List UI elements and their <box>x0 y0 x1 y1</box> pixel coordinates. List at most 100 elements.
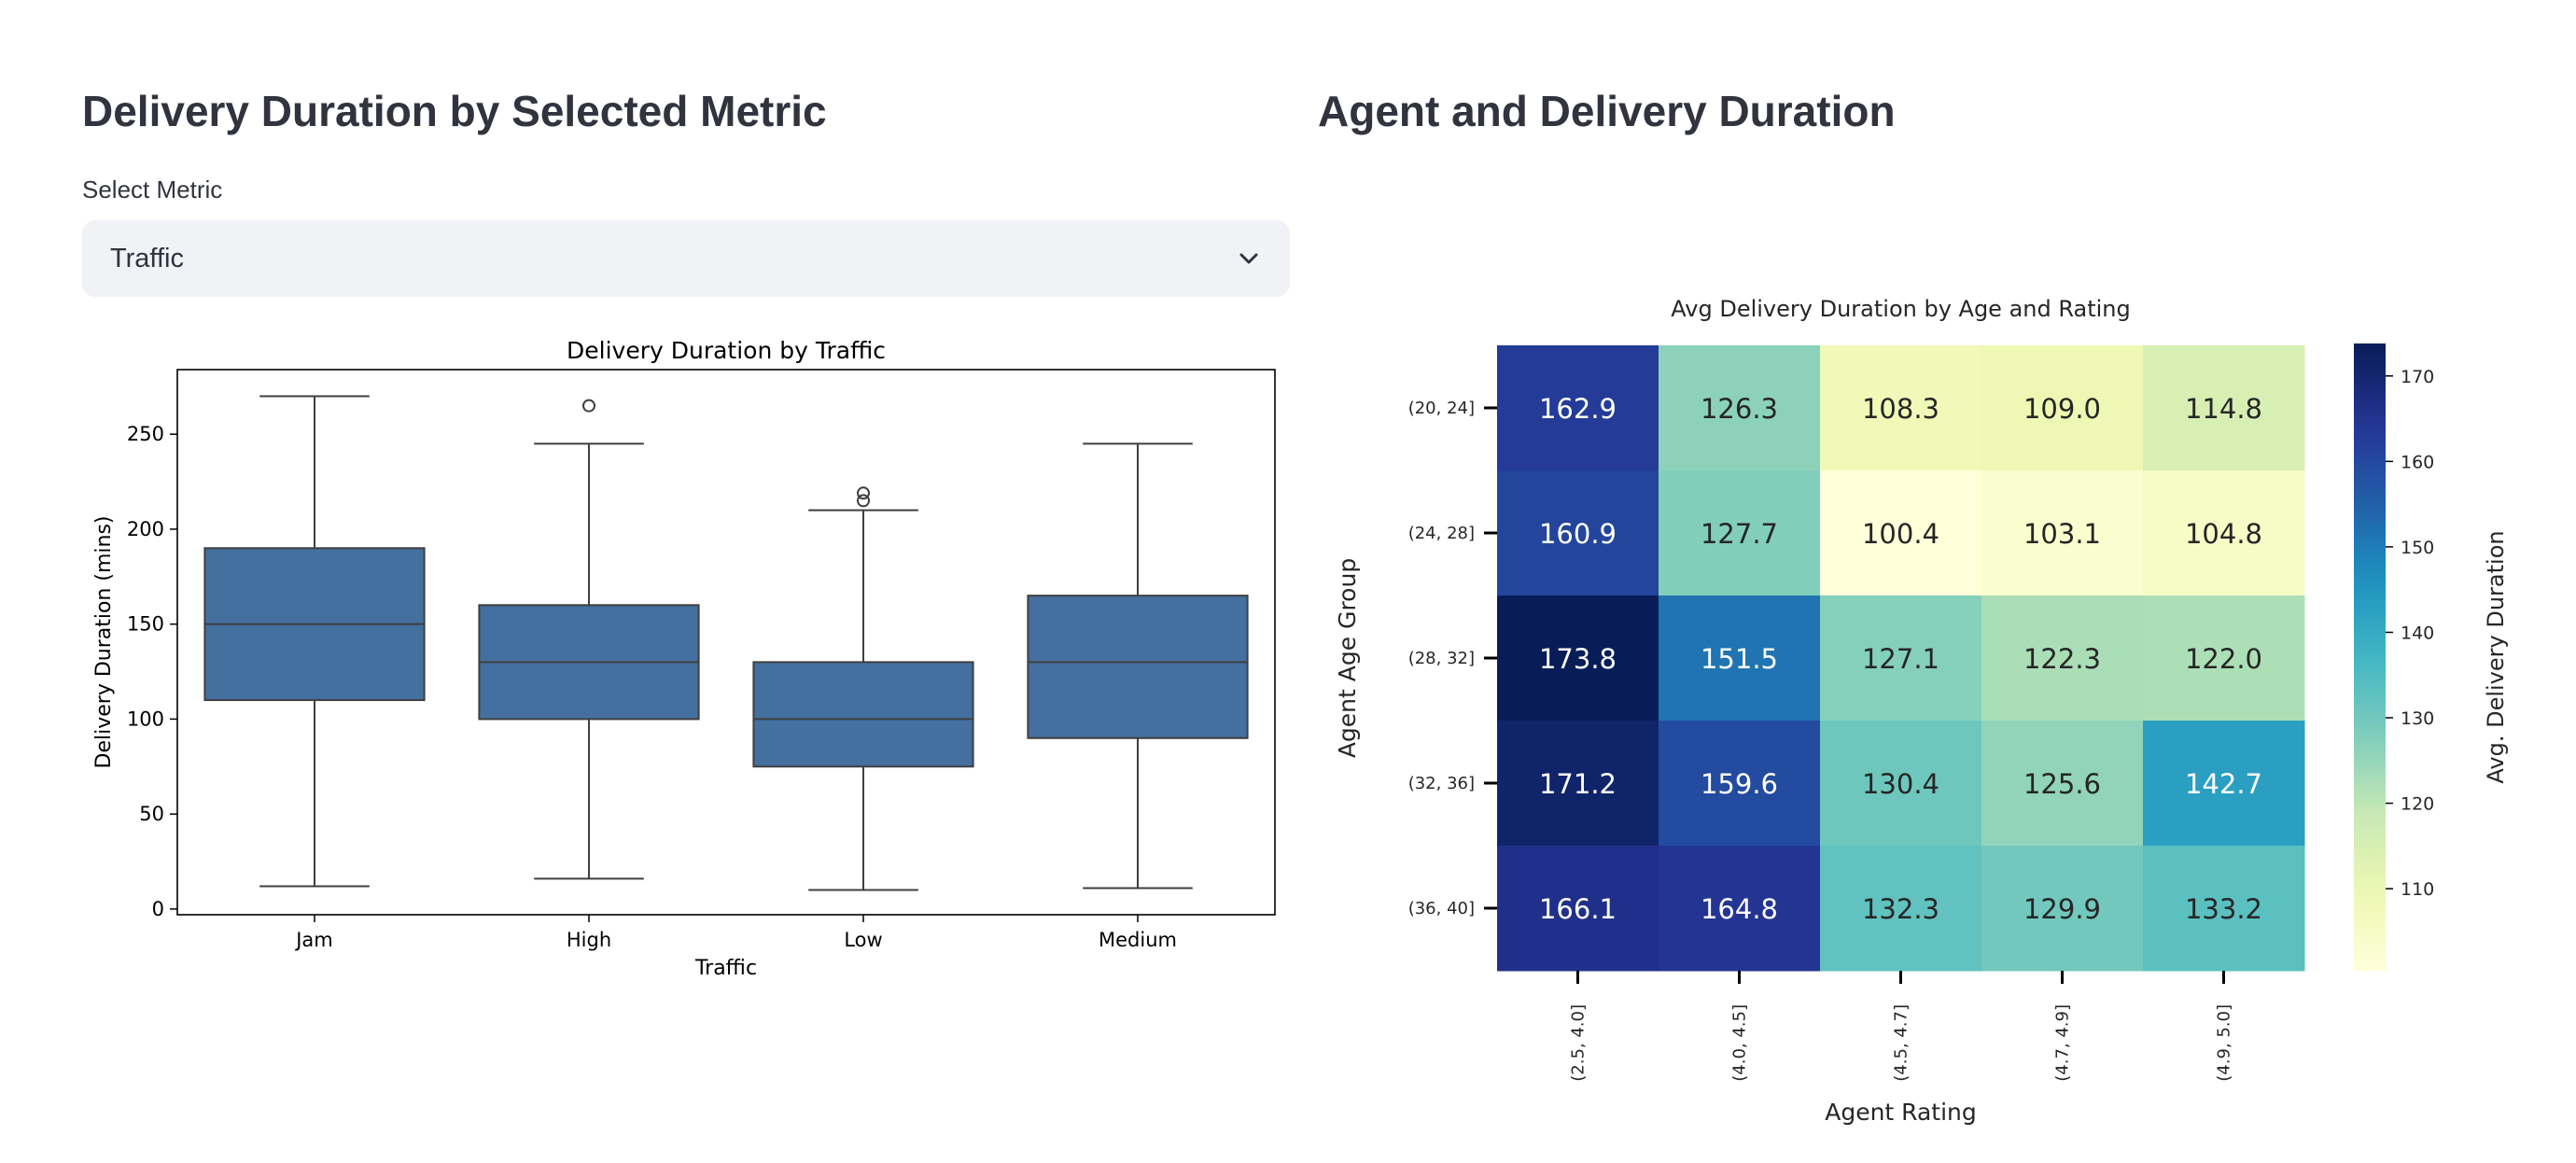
outlier-point <box>582 399 595 413</box>
metric-select[interactable]: Traffic <box>82 220 1290 297</box>
x-tick-label: Low <box>844 929 882 951</box>
y-tick-label: (36, 40] <box>1408 899 1475 918</box>
heatmap-cell <box>1820 345 1982 471</box>
cell-value-label: 173.8 <box>1539 643 1617 675</box>
heatmap-cell <box>1497 721 1659 847</box>
x-tick-label: Medium <box>1099 929 1177 951</box>
colorbar-tick-label: 120 <box>2401 794 2434 815</box>
heatmap-cell <box>1497 470 1659 596</box>
heatmap-cell <box>1497 596 1659 722</box>
x-tick-label: (4.0, 4.5] <box>1730 1004 1750 1082</box>
cell-value-label: 103.1 <box>2023 518 2101 550</box>
cell-value-label: 142.7 <box>2185 768 2262 800</box>
y-tick-label: (20, 24] <box>1408 399 1475 418</box>
plot-frame <box>176 369 1276 916</box>
cell-value-label: 132.3 <box>1862 893 1939 925</box>
y-tick-label: 50 <box>139 803 164 825</box>
cell-value-label: 159.6 <box>1701 768 1778 800</box>
cell-value-label: 133.2 <box>2185 893 2262 925</box>
heatmap-chart: Avg Delivery Duration by Age and Rating 1… <box>1334 296 2509 1126</box>
right-heading: Agent and Delivery Duration <box>1318 87 1896 135</box>
box-plot-chart: Delivery Duration by Traffic 0 50 100 150 200… <box>92 337 1276 980</box>
left-heading: Delivery Duration by Selected Metric <box>82 87 827 135</box>
cell-value-label: 130.4 <box>1862 768 1939 800</box>
y-tick-label: (28, 32] <box>1408 649 1475 668</box>
heatmap-cell <box>2143 846 2305 972</box>
y-tick-label: (24, 28] <box>1408 524 1475 543</box>
cell-value-label: 127.7 <box>1701 518 1778 550</box>
colorbar-label: Avg. Delivery Duration <box>2483 530 2509 783</box>
heatmap-cell <box>1981 345 2144 471</box>
y-tick-label: 250 <box>127 423 164 445</box>
colorbar-tick-label: 140 <box>2401 623 2434 643</box>
y-tick-label: 200 <box>127 518 164 540</box>
colorbar-tick-label: 170 <box>2401 367 2434 387</box>
cell-value-label: 160.9 <box>1539 518 1617 550</box>
heatmap-x-axis-label: Agent Rating <box>1825 1099 1977 1126</box>
x-tick-label: (4.5, 4.7] <box>1892 1004 1911 1082</box>
colorbar <box>2354 343 2386 971</box>
cell-value-label: 108.3 <box>1862 393 1939 425</box>
cell-value-label: 129.9 <box>2023 893 2101 925</box>
heatmap-cell <box>1981 470 2144 596</box>
heatmap-title: Avg Delivery Duration by Age and Rating <box>1671 296 2130 322</box>
outlier-point <box>857 494 870 508</box>
colorbar-tick-label: 130 <box>2401 708 2434 729</box>
y-tick-label: 0 <box>152 898 164 920</box>
heatmap-cell <box>2143 721 2305 847</box>
cell-value-label: 125.6 <box>2023 768 2101 800</box>
cell-value-label: 104.8 <box>2185 518 2262 550</box>
heatmap-cell <box>1659 470 1821 596</box>
heatmap-cell <box>1820 596 1982 722</box>
heatmap-cell <box>1497 846 1659 972</box>
cell-value-label: 122.0 <box>2185 643 2262 675</box>
heatmap-cell <box>1659 596 1821 722</box>
metric-select-value: Traffic <box>110 243 184 273</box>
x-tick-label: (4.7, 4.9] <box>2053 1004 2073 1082</box>
heatmap-cell <box>1820 470 1982 596</box>
heatmap-cell <box>1820 846 1982 972</box>
cell-value-label: 166.1 <box>1539 893 1617 925</box>
chevron-down-icon[interactable] <box>1236 245 1262 272</box>
colorbar-tick-label: 110 <box>2401 879 2434 900</box>
x-tick-label: (4.9, 5.0] <box>2215 1004 2234 1082</box>
outlier-point <box>857 486 870 500</box>
heatmap-cell <box>1659 345 1821 471</box>
cell-value-label: 122.3 <box>2023 643 2101 675</box>
x-axis-label: Traffic <box>694 957 757 980</box>
heatmap-cell <box>1981 596 2144 722</box>
x-tick-label: Jam <box>294 929 333 951</box>
box-low <box>752 661 974 768</box>
cell-value-label: 164.8 <box>1701 893 1778 925</box>
box-medium <box>1027 595 1249 739</box>
heatmap-cell <box>1981 846 2144 972</box>
colorbar-tick-label: 150 <box>2401 538 2434 558</box>
colorbar-tick-label: 160 <box>2401 452 2434 472</box>
heatmap-cell <box>1659 846 1821 972</box>
cell-value-label: 114.8 <box>2185 393 2262 425</box>
y-tick-label: 100 <box>127 708 164 730</box>
heatmap-cell <box>1820 721 1982 847</box>
heatmap-y-axis-label: Agent Age Group <box>1334 558 1361 758</box>
heatmap-cell <box>1981 721 2144 847</box>
y-tick-label: (32, 36] <box>1408 774 1475 793</box>
cell-value-label: 162.9 <box>1539 393 1617 425</box>
box-chart-title: Delivery Duration by Traffic <box>567 337 886 364</box>
heatmap-cell <box>2143 470 2305 596</box>
cell-value-label: 100.4 <box>1862 518 1939 550</box>
cell-value-label: 151.5 <box>1701 643 1778 675</box>
select-metric-label: Select Metric <box>82 175 223 203</box>
cell-value-label: 109.0 <box>2023 393 2101 425</box>
y-axis-label: Delivery Duration (mins) <box>92 516 116 769</box>
cell-value-label: 126.3 <box>1701 393 1778 425</box>
x-tick-label: (2.5, 4.0] <box>1569 1004 1589 1082</box>
heatmap-cell <box>2143 596 2305 722</box>
heatmap-cell <box>1659 721 1821 847</box>
cell-value-label: 171.2 <box>1539 768 1617 800</box>
heatmap-cell <box>2143 345 2305 471</box>
y-tick-label: 150 <box>127 613 164 636</box>
cell-value-label: 127.1 <box>1862 643 1939 675</box>
x-tick-label: High <box>567 929 611 951</box>
heatmap-cell <box>1497 345 1659 471</box>
